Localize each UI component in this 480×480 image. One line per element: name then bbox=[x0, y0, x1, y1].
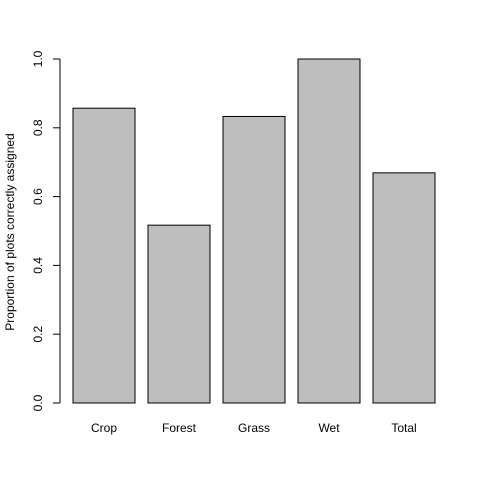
x-tick-label-wet: Wet bbox=[318, 421, 340, 435]
y-tick-label: 1.0 bbox=[31, 50, 45, 67]
y-tick-label: 0.2 bbox=[31, 326, 45, 343]
y-axis-label: Proportion of plots correctly assigned bbox=[3, 133, 17, 330]
bar-total bbox=[372, 172, 436, 404]
x-tick-label-total: Total bbox=[391, 421, 416, 435]
bars-group bbox=[72, 58, 436, 404]
x-tick-labels: Crop Forest Grass Wet Total bbox=[91, 421, 417, 435]
bar-crop bbox=[72, 107, 136, 404]
x-tick-label-grass: Grass bbox=[238, 421, 270, 435]
bar-wet bbox=[297, 58, 361, 404]
y-tick-label: 0.6 bbox=[31, 188, 45, 205]
bar-forest bbox=[147, 224, 211, 404]
y-tick-label: 0.8 bbox=[31, 119, 45, 136]
bar-grass bbox=[222, 115, 286, 404]
y-tick-label: 0.4 bbox=[31, 257, 45, 274]
y-axis: 0.0 0.2 0.4 0.6 0.8 1.0 bbox=[31, 50, 61, 411]
x-tick-label-forest: Forest bbox=[162, 421, 197, 435]
x-tick-label-crop: Crop bbox=[91, 421, 117, 435]
y-tick-label: 0.0 bbox=[31, 394, 45, 411]
